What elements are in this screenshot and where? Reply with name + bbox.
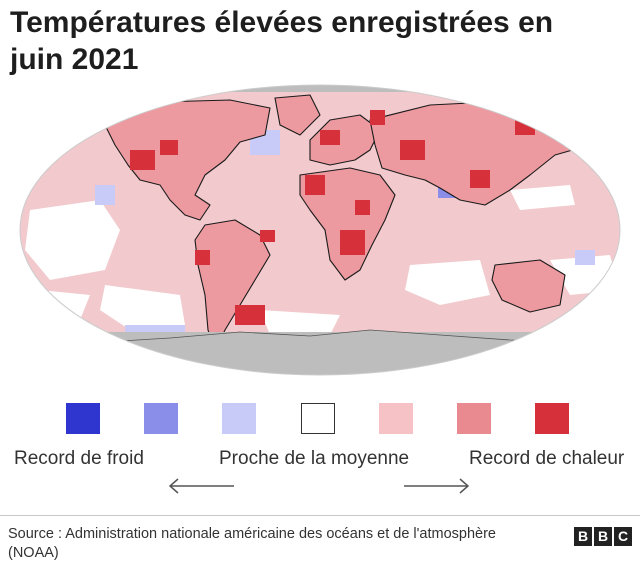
north-america: [104, 99, 271, 221]
bbc-logo-b2: B: [594, 527, 612, 546]
world-temperature-map: [19, 84, 621, 376]
page-title: Températures élevées enregistrées en jui…: [10, 6, 554, 76]
arrow-left-icon: [168, 478, 234, 494]
legend-label-record-cold: Record de froid: [14, 448, 144, 469]
footer-divider: [0, 515, 640, 516]
antarctica: [20, 329, 620, 375]
greenland: [274, 94, 321, 136]
legend-swatch-much-cooler: [144, 403, 178, 434]
record-heat-areas: [130, 110, 535, 325]
legend-swatch-cooler: [222, 403, 256, 434]
africa: [299, 167, 396, 281]
legend-swatch-much-warmer: [457, 403, 491, 434]
legend-swatch-warmer: [379, 403, 413, 434]
source-note: Source : Administration nationale améric…: [8, 526, 496, 561]
bbc-logo-b1: B: [574, 527, 592, 546]
legend-label-record-heat: Record de chaleur: [469, 448, 625, 469]
legend-swatch-record-cold: [66, 403, 100, 434]
australia: [491, 259, 566, 313]
bbc-logo: B B C: [574, 527, 632, 546]
legend-swatch-near-average: [301, 403, 335, 434]
bbc-logo-c: C: [614, 527, 632, 546]
no-data-north: [20, 85, 620, 92]
europe: [309, 114, 381, 166]
legend-swatch-record-heat: [535, 403, 569, 434]
legend-label-near-average: Proche de la moyenne: [219, 448, 410, 469]
legend: [0, 400, 640, 440]
arrow-right-icon: [404, 478, 470, 494]
